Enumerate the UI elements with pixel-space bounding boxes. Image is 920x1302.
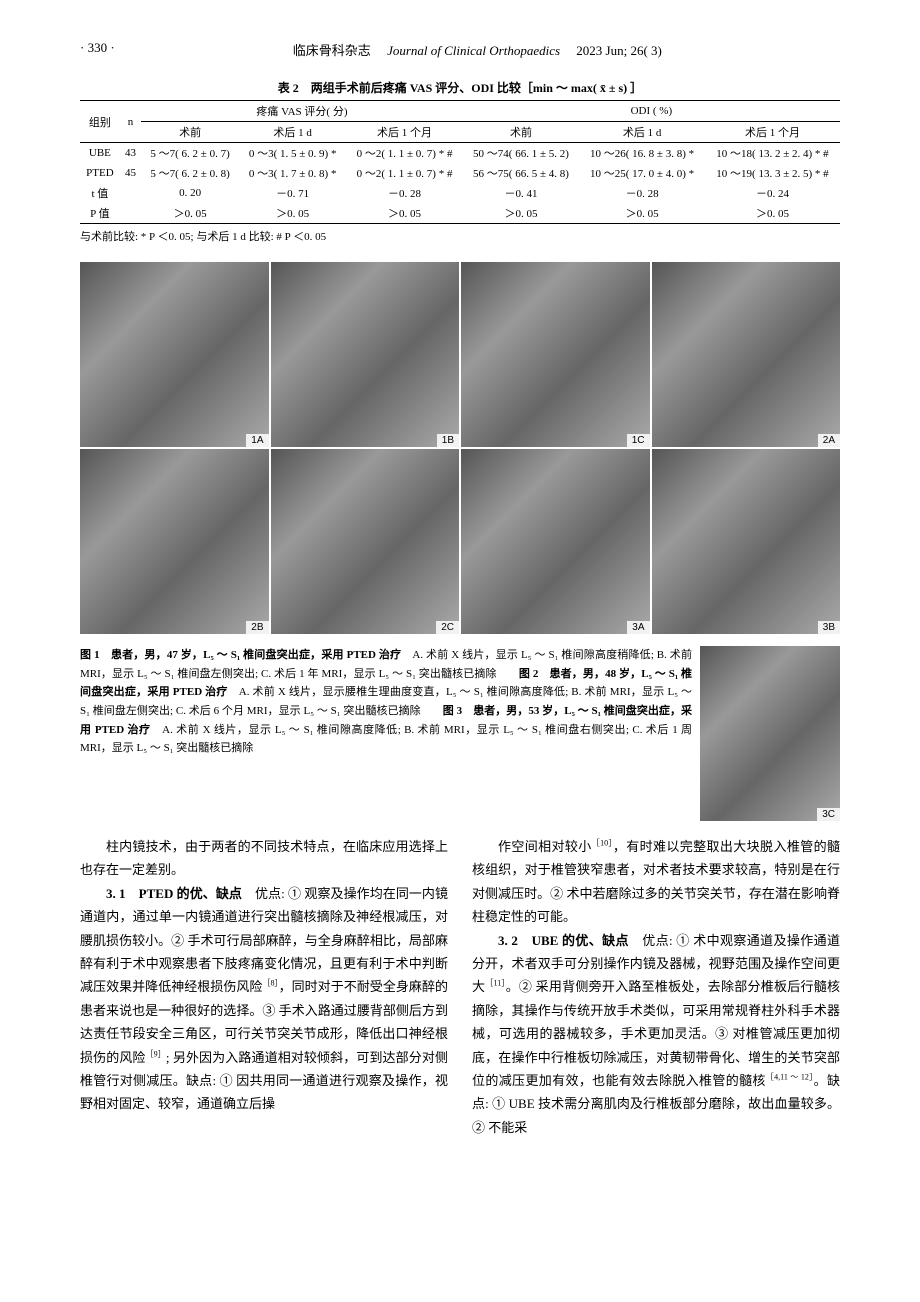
cell-value: 0 ～2( 1. 1 ± 0. 7) * # xyxy=(346,163,462,183)
running-header: · 330 · 临床骨科杂志 Journal of Clinical Ortho… xyxy=(80,40,840,59)
cell-value: 50 ～74( 66. 1 ± 5. 2) xyxy=(463,143,579,164)
cell-value: 10 ～26( 16. 8 ± 3. 8) * xyxy=(579,143,705,164)
figure-label: 2B xyxy=(246,621,268,634)
cell-n: 45 xyxy=(120,163,141,183)
col-n: n xyxy=(120,101,141,143)
cell-value: 56 ～75( 66. 5 ± 4. 8) xyxy=(463,163,579,183)
cell-value: ＞0. 05 xyxy=(346,203,462,224)
figure-label: 1C xyxy=(627,434,650,447)
body-paragraph: 3. 2 UBE 的优、缺点 优点: ① 术中观察通道及操作通道分开，术者双手可… xyxy=(472,929,840,1140)
cell-value: 0. 20 xyxy=(141,183,239,203)
cell-value: －0. 28 xyxy=(579,183,705,203)
figure-label: 1A xyxy=(246,434,268,447)
sub-head: 术后 1 个月 xyxy=(705,122,840,143)
cell-value: 0 ～2( 1. 1 ± 0. 7) * # xyxy=(346,143,462,164)
figure-panel: 1B xyxy=(271,262,460,447)
col-group: 组别 xyxy=(80,101,120,143)
table-footnote: 与术前比较: * P ＜0. 05; 与术后 1 d 比较: # P ＜0. 0… xyxy=(80,228,840,244)
col-vas-group: 疼痛 VAS 评分( 分) xyxy=(141,101,463,122)
cell-value: 0 ～3( 1. 5 ± 0. 9) * xyxy=(239,143,346,164)
cell-value: ＞0. 05 xyxy=(239,203,346,224)
sub-head: 术前 xyxy=(141,122,239,143)
cell-value: －0. 41 xyxy=(463,183,579,203)
cell-group: t 值 xyxy=(80,183,120,203)
cell-n xyxy=(120,183,141,203)
sub-head: 术后 1 d xyxy=(239,122,346,143)
figure-label: 3B xyxy=(818,621,840,634)
figure-grid: 1A 1B 1C 2A 2B 2C 3A 3B xyxy=(80,262,840,634)
journal-en: Journal of Clinical Orthopaedics xyxy=(387,43,560,58)
cell-value: ＞0. 05 xyxy=(141,203,239,224)
cell-value: －0. 71 xyxy=(239,183,346,203)
sub-head: 术后 1 d xyxy=(579,122,705,143)
figure-label: 2C xyxy=(436,621,459,634)
figure-label: 1B xyxy=(437,434,459,447)
cell-value: 0 ～3( 1. 7 ± 0. 8) * xyxy=(239,163,346,183)
figure-label: 3C xyxy=(817,808,840,821)
cell-value: ＞0. 05 xyxy=(705,203,840,224)
cell-n xyxy=(120,203,141,224)
cell-value: 10 ～19( 13. 3 ± 2. 5) * # xyxy=(705,163,840,183)
body-column-left: 柱内镜技术，由于两者的不同技术特点，在临床应用选择上也存在一定差别。3. 1 P… xyxy=(80,835,448,1139)
figure-label: 2A xyxy=(818,434,840,447)
cell-value: ＞0. 05 xyxy=(463,203,579,224)
figure-panel: 2B xyxy=(80,449,269,634)
figure-panel: 2C xyxy=(271,449,460,634)
figure-panel: 3A xyxy=(461,449,650,634)
page-number: · 330 · xyxy=(80,40,115,59)
cell-value: 5 ～7( 6. 2 ± 0. 7) xyxy=(141,143,239,164)
cell-value: ＞0. 05 xyxy=(579,203,705,224)
cell-value: －0. 28 xyxy=(346,183,462,203)
caption-block: 图 1 患者，男，47 岁，L₅ ～ S₁ 椎间盘突出症，采用 PTED 治疗 … xyxy=(80,646,840,821)
figure-panel: 1A xyxy=(80,262,269,447)
figure-panel: 3B xyxy=(652,449,841,634)
body-paragraph: 作空间相对较小［10］，有时难以完整取出大块脱入椎管的髓核组织，对于椎管狭窄患者… xyxy=(472,835,840,929)
body-column-right: 作空间相对较小［10］，有时难以完整取出大块脱入椎管的髓核组织，对于椎管狭窄患者… xyxy=(472,835,840,1139)
body-columns: 柱内镜技术，由于两者的不同技术特点，在临床应用选择上也存在一定差别。3. 1 P… xyxy=(80,835,840,1139)
cell-value: 5 ～7( 6. 2 ± 0. 8) xyxy=(141,163,239,183)
cell-value: 10 ～18( 13. 2 ± 2. 4) * # xyxy=(705,143,840,164)
cell-group: PTED xyxy=(80,163,120,183)
figure-panel: 3C xyxy=(700,646,840,821)
figure-label: 3A xyxy=(627,621,649,634)
figure-panel: 1C xyxy=(461,262,650,447)
sub-head: 术前 xyxy=(463,122,579,143)
cell-group: UBE xyxy=(80,143,120,164)
data-table: 组别 n 疼痛 VAS 评分( 分) ODI ( %) 术前 术后 1 d 术后… xyxy=(80,100,840,224)
sub-head: 术后 1 个月 xyxy=(346,122,462,143)
cell-group: P 值 xyxy=(80,203,120,224)
table-title: 表 2 两组手术前后疼痛 VAS 评分、ODI 比较［min ～ max( x̄… xyxy=(80,79,840,96)
figure-caption: 图 1 患者，男，47 岁，L₅ ～ S₁ 椎间盘突出症，采用 PTED 治疗 … xyxy=(80,646,692,821)
cell-value: －0. 24 xyxy=(705,183,840,203)
journal-cn: 临床骨科杂志 xyxy=(293,43,371,58)
figure-panel: 2A xyxy=(652,262,841,447)
col-odi-group: ODI ( %) xyxy=(463,101,840,122)
journal-title: 临床骨科杂志 Journal of Clinical Orthopaedics … xyxy=(293,40,662,59)
cell-n: 43 xyxy=(120,143,141,164)
figure-row: 1A 1B 1C 2A xyxy=(80,262,840,447)
body-paragraph: 3. 1 PTED 的优、缺点 优点: ① 观察及操作均在同一内镜通道内，通过单… xyxy=(80,882,448,1116)
journal-issue: 2023 Jun; 26( 3) xyxy=(576,43,662,58)
cell-value: 10 ～25( 17. 0 ± 4. 0) * xyxy=(579,163,705,183)
figure-row: 2B 2C 3A 3B xyxy=(80,449,840,634)
body-paragraph: 柱内镜技术，由于两者的不同技术特点，在临床应用选择上也存在一定差别。 xyxy=(80,835,448,882)
